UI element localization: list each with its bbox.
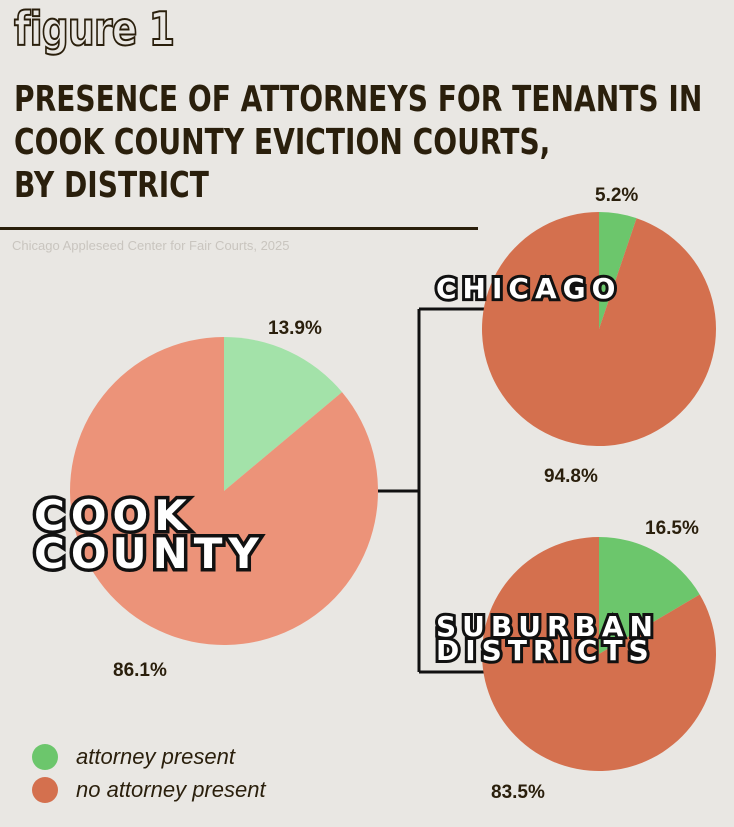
legend-item-no-attorney-present: no attorney present — [32, 773, 266, 806]
pct-label-chicago-no-attorney: 94.8% — [544, 466, 598, 487]
pie-suburban-districts — [482, 537, 716, 772]
pie-slice-attorney-present — [599, 537, 700, 654]
legend-swatch-no-attorney-present — [32, 776, 58, 803]
pct-label-cook-no-attorney: 86.1% — [113, 660, 167, 681]
region-label-chicago: CHICAGO — [436, 272, 621, 305]
pie-slice-no-attorney-present — [482, 537, 716, 772]
source-credit: Chicago Appleseed Center for Fair Courts… — [12, 238, 290, 253]
pie-cook-county — [69, 336, 379, 645]
pie-slice-no-attorney-present — [69, 336, 379, 645]
legend-label: no attorney present — [76, 776, 266, 802]
pie-slice-no-attorney-present — [482, 212, 717, 447]
legend-item-attorney-present: attorney present — [32, 740, 266, 773]
pct-label-suburban-attorney: 16.5% — [645, 518, 699, 539]
chart-title: PRESENCE OF ATTORNEYS FOR TENANTS IN COO… — [14, 79, 703, 206]
title-divider — [0, 227, 478, 230]
legend-label: attorney present — [76, 743, 235, 769]
connector-lines — [378, 307, 484, 674]
pie-slice-attorney-present — [224, 337, 343, 491]
pie-chicago — [482, 212, 717, 447]
figure-label: figure 1 — [13, 1, 176, 57]
pct-label-cook-attorney: 13.9% — [268, 318, 322, 339]
region-label-cook-county: COOK COUNTY — [34, 491, 265, 578]
legend: attorney present no attorney present — [32, 740, 266, 806]
pct-label-chicago-attorney: 5.2% — [595, 185, 638, 206]
legend-swatch-attorney-present — [32, 743, 58, 770]
region-label-suburban-districts: SUBURBAN DISTRICTS — [436, 610, 675, 667]
pct-label-suburban-no-attorney: 83.5% — [491, 782, 545, 803]
pie-slice-attorney-present — [599, 212, 637, 329]
